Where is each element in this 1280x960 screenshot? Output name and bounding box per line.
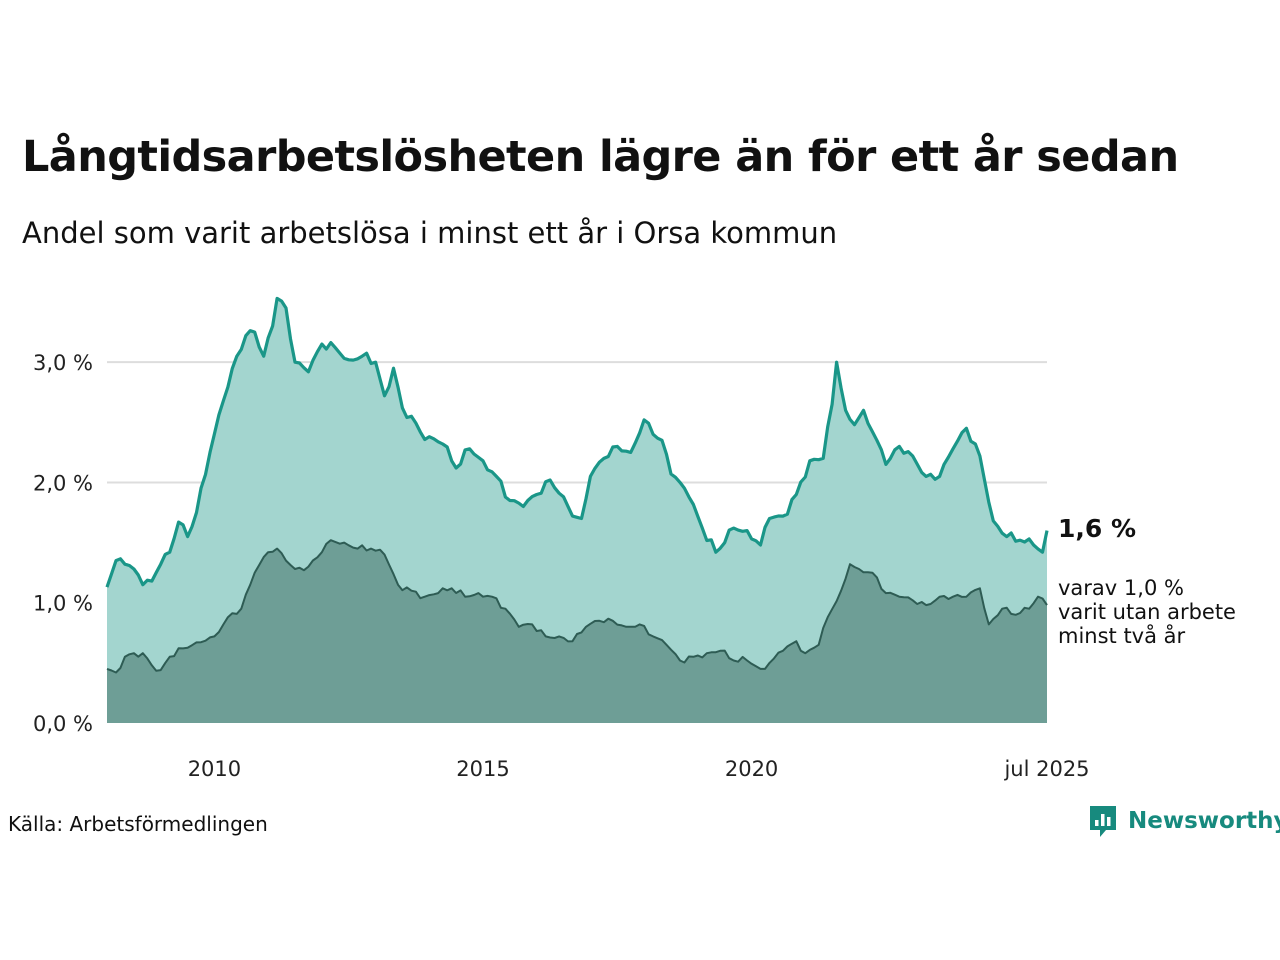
x-tick-label: 2015 xyxy=(456,757,509,781)
latest-value-label: 1,6 % xyxy=(1058,514,1137,543)
series-lines xyxy=(105,296,1049,674)
sub-label-line: varit utan arbete xyxy=(1058,600,1236,624)
chart-title: Långtidsarbetslösheten lägre än för ett … xyxy=(22,132,1179,182)
series-area-two_years xyxy=(107,540,1047,723)
newsworthy-logo-icon xyxy=(1090,806,1116,837)
brand-name: Newsworthy xyxy=(1128,808,1280,834)
sub-series-label: varav 1,0 % varit utan arbete minst två … xyxy=(1058,576,1236,648)
y-tick-label: 2,0 % xyxy=(33,471,93,495)
source-note: Källa: Arbetsförmedlingen xyxy=(8,812,268,836)
x-tick-label: jul 2025 xyxy=(1003,757,1089,781)
sub-label-line: varav 1,0 % xyxy=(1058,576,1184,600)
series-areas xyxy=(107,298,1047,723)
series-line-two_years xyxy=(106,539,1048,674)
y-tick-label: 0,0 % xyxy=(33,712,93,736)
y-tick-label: 1,0 % xyxy=(33,592,93,616)
y-axis-ticks: 0,0 % 1,0 % 2,0 % 3,0 % xyxy=(33,351,93,736)
y-tick-label: 3,0 % xyxy=(33,351,93,375)
x-tick-label: 2010 xyxy=(188,757,241,781)
series-line-total xyxy=(105,296,1049,588)
sub-label-line: minst två år xyxy=(1058,624,1186,648)
x-axis-ticks: 2010 2015 2020 jul 2025 xyxy=(188,757,1090,781)
brand-logo: Newsworthy xyxy=(1088,804,1280,838)
chart-subtitle: Andel som varit arbetslösa i minst ett å… xyxy=(22,216,838,250)
x-tick-label: 2020 xyxy=(725,757,778,781)
